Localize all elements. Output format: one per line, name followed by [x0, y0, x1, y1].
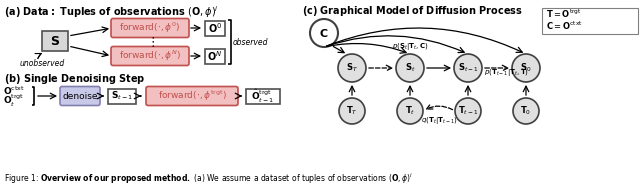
Text: $\mathbf{S}_0$: $\mathbf{S}_0$	[520, 62, 532, 74]
FancyBboxPatch shape	[60, 86, 100, 105]
FancyBboxPatch shape	[111, 46, 189, 65]
Text: $\mathbf{T}_0$: $\mathbf{T}_0$	[520, 105, 532, 117]
Text: $\mathbf{C} = \mathbf{O}^{\mathrm{ctxt}}$: $\mathbf{C} = \mathbf{O}^{\mathrm{ctxt}}…	[546, 20, 583, 32]
Text: $\mathbf{(b)\ Single\ Denoising\ Step}$: $\mathbf{(b)\ Single\ Denoising\ Step}$	[4, 72, 145, 86]
Text: Figure 1: $\mathbf{Overview\ of\ our\ proposed\ method.}$ (a) We assume a datase: Figure 1: $\mathbf{Overview\ of\ our\ pr…	[4, 172, 413, 186]
Text: $\mathbf{S}_{t-1}$: $\mathbf{S}_{t-1}$	[458, 62, 478, 74]
Text: $\mathbf{T}_T$: $\mathbf{T}_T$	[346, 105, 358, 117]
Text: denoise: denoise	[62, 92, 98, 101]
Text: $\mathbf{O}^{\mathrm{ctxt}}$: $\mathbf{O}^{\mathrm{ctxt}}$	[3, 85, 25, 97]
Text: $\hat{\mathbf{O}}^{\mathrm{trgt}}_{t-1}$: $\hat{\mathbf{O}}^{\mathrm{trgt}}_{t-1}$	[252, 87, 275, 104]
Circle shape	[397, 98, 423, 124]
Text: $p(\mathbf{S}_t|\mathbf{T}_t,\mathbf{C})$: $p(\mathbf{S}_t|\mathbf{T}_t,\mathbf{C})…	[392, 41, 428, 52]
FancyBboxPatch shape	[542, 8, 638, 34]
Text: $\mathbf{O}^{\mathrm{trgt}}_t$: $\mathbf{O}^{\mathrm{trgt}}_t$	[3, 93, 24, 109]
FancyBboxPatch shape	[246, 89, 280, 103]
Circle shape	[512, 54, 540, 82]
Text: $\vdots$: $\vdots$	[145, 35, 154, 49]
Text: unobserved: unobserved	[19, 59, 65, 68]
Text: $\mathbf{S}_t$: $\mathbf{S}_t$	[404, 62, 415, 74]
Text: $\mathbf{T}_t$: $\mathbf{T}_t$	[405, 105, 415, 117]
Text: $\mathrm{forward}(\cdot,\phi^{\mathrm{trgt}})$: $\mathrm{forward}(\cdot,\phi^{\mathrm{tr…	[157, 89, 227, 103]
Text: $\mathrm{forward}(\cdot,\phi^N)$: $\mathrm{forward}(\cdot,\phi^N)$	[119, 49, 181, 63]
Circle shape	[338, 54, 366, 82]
Text: $q(\mathbf{T}_t|\mathbf{T}_{t-1})$: $q(\mathbf{T}_t|\mathbf{T}_{t-1})$	[420, 115, 458, 126]
Text: observed: observed	[233, 37, 269, 46]
Circle shape	[310, 19, 338, 47]
Circle shape	[454, 54, 482, 82]
Circle shape	[455, 98, 481, 124]
Text: $\mathbf{S}$: $\mathbf{S}$	[50, 34, 60, 47]
Text: $\mathbf{T}_{t-1}$: $\mathbf{T}_{t-1}$	[458, 105, 478, 117]
Text: $\mathbf{O}^N$: $\mathbf{O}^N$	[207, 49, 223, 63]
Text: $\mathbf{(c)\ Graphical\ Model\ of\ Diffusion\ Process}$: $\mathbf{(c)\ Graphical\ Model\ of\ Diff…	[302, 4, 523, 18]
Text: $\mathbf{O}^0$: $\mathbf{O}^0$	[208, 21, 222, 35]
Text: $\mathbf{S}_T$: $\mathbf{S}_T$	[346, 62, 358, 74]
Text: $p(\mathbf{T}_{t-1}|\mathbf{T}_t,\mathbf{T})$: $p(\mathbf{T}_{t-1}|\mathbf{T}_t,\mathbf…	[484, 66, 529, 77]
FancyBboxPatch shape	[42, 31, 68, 51]
Text: $\mathbf{S}_{t-1}$: $\mathbf{S}_{t-1}$	[111, 90, 133, 102]
Text: $\mathbf{T} = \mathbf{O}^{\mathrm{trgt}}$: $\mathbf{T} = \mathbf{O}^{\mathrm{trgt}}…	[546, 8, 582, 20]
FancyBboxPatch shape	[111, 18, 189, 37]
Circle shape	[396, 54, 424, 82]
FancyBboxPatch shape	[108, 89, 136, 103]
Circle shape	[513, 98, 539, 124]
Text: $\mathrm{forward}(\cdot,\phi^0)$: $\mathrm{forward}(\cdot,\phi^0)$	[120, 21, 180, 35]
Circle shape	[339, 98, 365, 124]
FancyBboxPatch shape	[205, 21, 225, 35]
FancyBboxPatch shape	[205, 48, 225, 64]
Text: $\mathbf{(a)\ Data:\ Tuples\ of\ observations}\ (\mathbf{O},\phi)^i$: $\mathbf{(a)\ Data:\ Tuples\ of\ observa…	[4, 4, 219, 20]
Text: $\mathbf{C}$: $\mathbf{C}$	[319, 27, 329, 39]
FancyBboxPatch shape	[146, 86, 238, 105]
